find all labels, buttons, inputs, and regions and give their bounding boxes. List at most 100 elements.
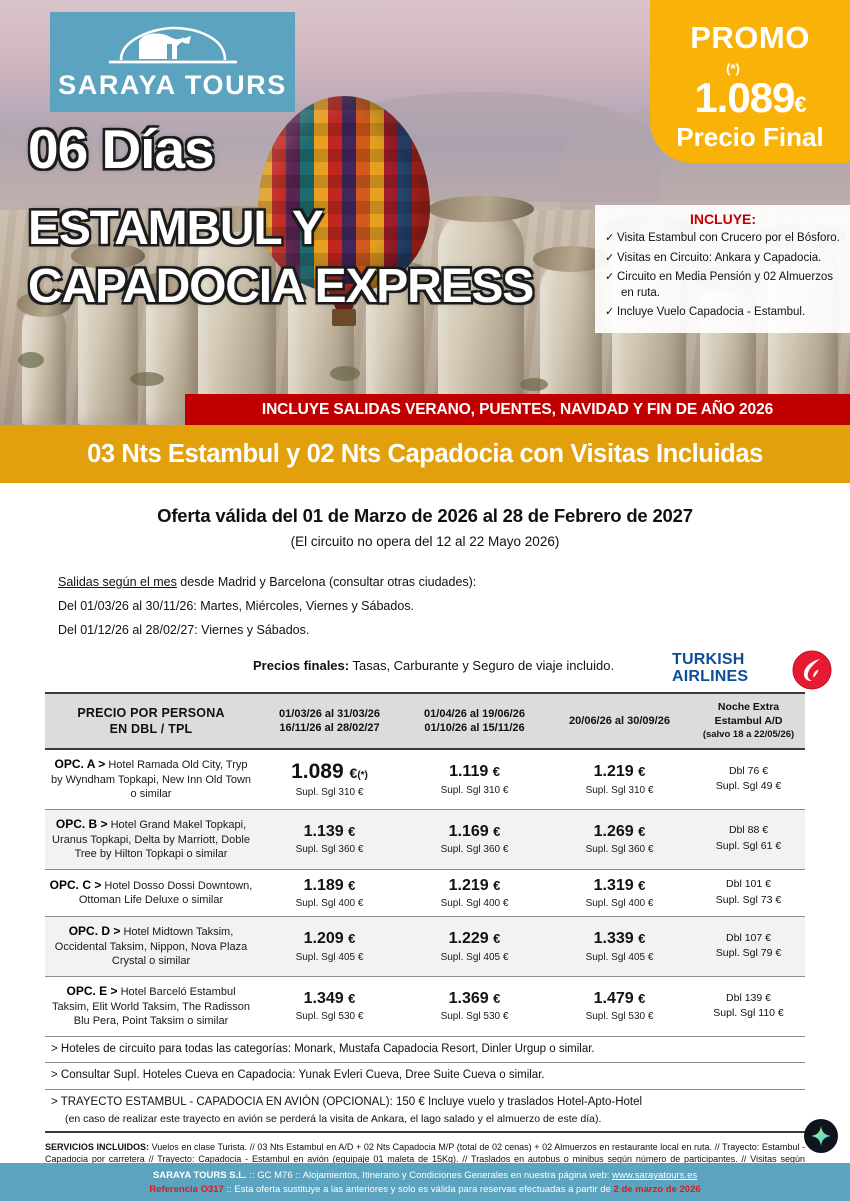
includes-item: ✓ Incluye Vuelo Capadocia - Estambul. [605,305,841,321]
option-hotels: Hotel Dosso Dossi Downtown, Ottoman Life… [78,879,253,907]
includes-heading: INCLUYE: [689,211,757,227]
option-hotels: Hotel Grand Makel Topkapi, Uranus Topkap… [52,818,250,861]
departure-line: Del 01/12/26 al 28/02/27: Viernes y Sába… [58,622,310,637]
extra-night-dbl: Dbl 88 € [728,824,769,837]
airline-name-line2: AIRLINES [672,668,749,686]
price-amount: 1.119 [449,763,489,781]
price-value: 1.219 € [551,763,688,781]
turkish-airlines-logo: TURKISH AIRLINES [672,650,832,692]
departures-intro-underlined: Salidas según el mes [58,575,177,589]
header-price-per-person: PRECIO POR PERSONA EN DBL / TPL [45,692,257,750]
table-row: OPC. B > Hotel Grand Makel Topkapi, Uran… [45,809,805,870]
hero-title-line2: CAPADOCIA EXPRESS [28,260,534,313]
option-hotels: Hotel Barceló Estambul Taksim, Elit Worl… [51,985,251,1028]
price-currency: € [638,931,646,947]
price-cell-period2: 1.219 € Supl. Sgl 400 € [402,869,547,917]
price-asterisk: (*) [357,770,368,782]
saraya-horse-arch-logo-icon [108,26,237,63]
price-amount: 1.169 [448,822,489,840]
price-currency: € [348,877,356,893]
price-cell-period3: 1.319 € Supl. Sgl 400 € [547,869,692,917]
footer-website-link[interactable]: www.sarayatours.es [612,1170,698,1181]
header-period-1: 01/03/26 al 31/03/26 16/11/26 al 28/02/2… [257,692,402,750]
extra-night-cell: Dbl 107 € Supl. Sgl 79 € [692,916,805,977]
price-amount: 1.139 [303,822,344,840]
price-amount: 1.349 [303,990,344,1008]
extra-night-cell: Dbl 88 € Supl. Sgl 61 € [692,809,805,870]
price-amount: 1.269 [593,822,634,840]
price-cell-period1: 1.189 € Supl. Sgl 400 € [257,869,402,917]
price-amount: 1.089 [291,760,344,784]
price-amount: 1.229 [448,930,489,948]
header-line: (salvo 18 a 22/05/26) [702,728,795,740]
price-amount: 1.189 [303,876,344,894]
option-cell: OPC. D > Hotel Midtown Taksim, Occidenta… [45,916,257,977]
promo-price: 1.089€ [650,77,850,119]
extra-night-cell: Dbl 101 € Supl. Sgl 73 € [692,869,805,917]
option-code: OPC. A > [54,756,106,771]
single-supplement: Supl. Sgl 310 € [585,784,654,796]
extra-night-sgl: Supl. Sgl 79 € [715,947,782,960]
table-row: OPC. C > Hotel Dosso Dossi Downtown, Ott… [45,869,805,917]
option-cell: OPC. B > Hotel Grand Makel Topkapi, Uran… [45,809,257,870]
table-row: OPC. A > Hotel Ramada Old City, Tryp by … [45,748,805,810]
option-code: OPC. D > [68,923,121,938]
final-prices-label: Precios finales: [253,658,350,674]
ai-assistant-badge[interactable] [804,1119,838,1153]
offer-validity-subtitle: (El circuito no opera del 12 al 22 Mayo … [290,534,560,549]
header-line: Noche Extra [717,701,780,714]
hot-air-balloon [258,96,430,326]
option-hotels: Hotel Midtown Taksim, Occidental Taksim,… [54,925,248,968]
table-row: OPC. D > Hotel Midtown Taksim, Occidenta… [45,916,805,977]
header-line: EN DBL / TPL [109,722,193,737]
price-currency: € [492,764,500,780]
extra-night-sgl: Supl. Sgl 61 € [715,840,782,853]
single-supplement: Supl. Sgl 400 € [585,897,654,909]
price-value: 1.269 € [551,823,688,841]
balloon-envelope [258,96,430,292]
price-value: 1.339 € [551,930,688,948]
includes-item-text: Incluye Vuelo Capadocia - Estambul. [617,306,806,319]
price-cell-period2: 1.119 € Supl. Sgl 310 € [402,748,547,810]
fine-print-label: SERVICIOS INCLUIDOS: [45,1142,149,1153]
single-supplement: Supl. Sgl 310 € [440,784,509,796]
extra-night-dbl: Dbl 107 € [726,931,771,944]
note-row: > TRAYECTO ESTAMBUL - CAPADOCIA EN AVIÓN… [45,1090,805,1134]
final-prices-note: Precios finales: Tasas, Carburante y Seg… [0,650,850,692]
promo-price-currency: € [794,92,806,117]
option-code: OPC. C > [49,877,102,892]
footer-line1-mid: :: GC M76 :: Alojamientos, Itinerario y … [246,1170,613,1181]
includes-item: ✓ Visita Estambul con Crucero por el Bósf… [605,231,841,247]
price-table-body: OPC. A > Hotel Ramada Old City, Tryp by … [45,748,805,1037]
balloon-basket [332,309,356,326]
turkish-airlines-logo-icon [792,650,832,690]
departures-intro: Salidas según el mes desde Madrid y Barc… [58,571,850,595]
shrub [330,366,360,381]
header-line: 16/11/26 al 28/02/27 [279,722,380,735]
price-table-head: PRECIO POR PERSONA EN DBL / TPL 01/03/26… [45,692,805,750]
option-hotels: Hotel Ramada Old City, Tryp by Wyndham T… [50,758,252,801]
header-line: Estambul A/D [714,714,783,727]
hero-section: SARAYA TOURS 06 Días ESTAMBUL Y CAPADOCI… [0,0,850,425]
shrub [130,372,164,386]
single-supplement: Supl. Sgl 405 € [440,951,509,963]
hero-days-label: 06 Días [28,118,215,180]
promo-price-value: 1.089 [694,74,795,121]
includes-box: INCLUYE: ✓ Visita Estambul con Crucero po… [595,205,850,333]
extra-night-cell: Dbl 76 € Supl. Sgl 49 € [692,748,805,810]
footer-company: SARAYA TOURS S.L. [152,1170,247,1181]
price-value: 1.229 € [406,930,543,948]
price-value: 1.479 € [551,990,688,1008]
brand-name: SARAYA TOURS [58,69,287,100]
price-value: 1.189 € [261,877,398,895]
header-line: 01/03/26 al 31/03/26 [279,707,380,720]
airline-name: TURKISH AIRLINES [672,651,749,686]
footer-line-2: Referencia O317 :: Esta oferta sustituye… [0,1183,850,1197]
brand-logo-plate: SARAYA TOURS [50,12,295,112]
price-cell-period1: 1.089 €(*) Supl. Sgl 310 € [257,748,402,810]
departures-intro-rest: desde Madrid y Barcelona (consultar otra… [176,575,477,589]
offer-validity-title: Oferta válida del 01 de Marzo de 2026 al… [157,505,693,526]
price-cell-period3: 1.479 € Supl. Sgl 530 € [547,976,692,1037]
price-currency: € [349,765,358,782]
airline-name-line1: TURKISH [672,651,745,669]
